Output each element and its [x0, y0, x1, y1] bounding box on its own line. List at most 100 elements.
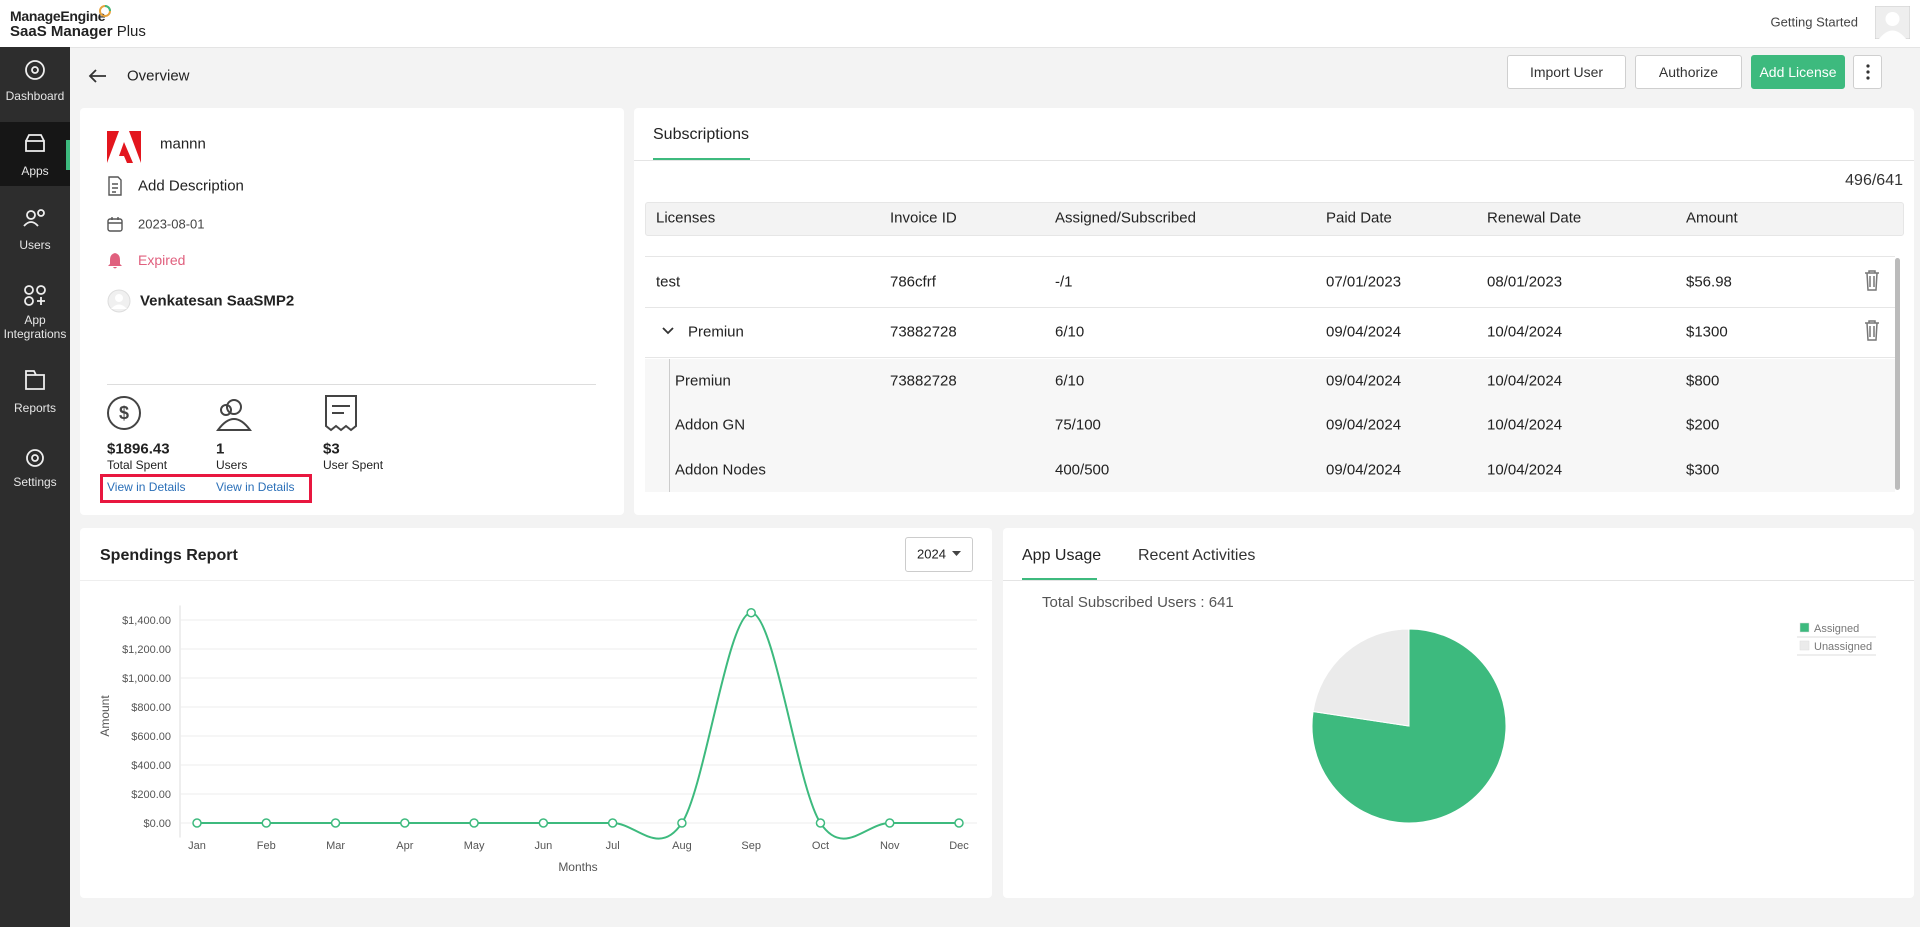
point — [400, 818, 410, 828]
add-license-button[interactable]: Add License — [1751, 55, 1845, 89]
app-owner: Venkatesan SaaSMP2 — [140, 292, 295, 310]
point — [192, 818, 202, 828]
y-tick-label: $600.00 — [131, 731, 171, 743]
legend-swatch — [1799, 622, 1810, 633]
product-suffix: Plus — [116, 23, 146, 40]
x-axis-label: Months — [558, 860, 597, 874]
table-cell: Premiun — [675, 372, 731, 390]
page-title: Overview — [127, 67, 190, 85]
point — [538, 818, 549, 828]
nav-users[interactable]: Users — [19, 238, 51, 252]
column-header: Amount — [1686, 209, 1738, 227]
point — [677, 818, 687, 828]
column-header: Paid Date — [1326, 209, 1392, 227]
table-cell: 73882728 — [890, 323, 957, 341]
nav-apps[interactable]: Apps — [21, 164, 49, 178]
back-button[interactable] — [88, 68, 108, 84]
x-tick-label: Oct — [812, 840, 829, 852]
table-cell: 75/100 — [1055, 416, 1101, 434]
stat-value: $1896.43 — [107, 440, 170, 458]
tab-divider — [634, 160, 1914, 161]
sidebar — [0, 47, 70, 927]
x-tick-label: May — [464, 840, 485, 852]
view-details-link[interactable]: View in Details — [216, 480, 295, 494]
point — [330, 818, 341, 828]
year-value: 2024 — [917, 546, 946, 562]
divider — [107, 384, 596, 385]
add-description-link[interactable]: Add Description — [138, 177, 244, 195]
svg-text:$: $ — [119, 403, 129, 423]
sidebar-active — [0, 122, 70, 186]
table-cell: test — [656, 273, 681, 291]
import-user-button[interactable]: Import User — [1507, 55, 1626, 89]
table-cell: 73882728 — [890, 372, 957, 390]
child-rows-bg — [645, 359, 1895, 492]
table-cell: 10/04/2024 — [1487, 416, 1563, 434]
view-details-link[interactable]: View in Details — [107, 480, 186, 494]
point — [607, 818, 618, 828]
table-cell: 6/10 — [1055, 372, 1085, 390]
chart-title: Spendings Report — [100, 547, 238, 564]
year-select[interactable] — [905, 537, 973, 572]
app-status: Expired — [138, 252, 186, 268]
collapse-chevron[interactable] — [662, 326, 674, 336]
card-divider — [80, 580, 992, 581]
tab-underline — [653, 158, 750, 160]
column-header: Assigned/Subscribed — [1055, 209, 1196, 227]
x-tick-label: Mar — [326, 840, 345, 852]
more-icon — [1865, 64, 1870, 80]
user-avatar[interactable] — [1875, 6, 1910, 39]
legend-label: Unassigned — [1814, 641, 1872, 653]
nav-dashboard[interactable]: Dashboard — [5, 89, 65, 103]
top-bar — [0, 0, 1920, 48]
legend-label: Assigned — [1814, 623, 1859, 635]
pie-slice — [1311, 628, 1507, 824]
nav-reports[interactable]: Reports — [13, 401, 57, 415]
line — [196, 611, 959, 840]
x-tick-label: Aug — [672, 840, 692, 852]
point — [261, 818, 272, 828]
chart-subtitle: Total Subscribed Users : 641 — [1042, 594, 1234, 611]
table-cell: $800 — [1686, 372, 1720, 390]
product: SaaS Manager Plus — [10, 23, 146, 40]
app-card — [80, 108, 624, 515]
sidebar-icons — [23, 60, 46, 467]
table-cell: $200 — [1686, 416, 1720, 434]
expired-icon — [108, 253, 122, 269]
row-divider — [645, 256, 1895, 257]
table-cell: $1300 — [1686, 323, 1728, 341]
y-tick-label: $400.00 — [131, 760, 171, 772]
subscriptions-tab[interactable]: Subscriptions — [653, 126, 750, 143]
highlight-box — [100, 474, 312, 503]
nav-app-integrations[interactable]: App Integrations — [3, 313, 67, 341]
table-cell: Addon Nodes — [675, 461, 766, 479]
stat-label: User Spent — [323, 458, 384, 472]
getting-started-link[interactable]: Getting Started — [1770, 14, 1858, 30]
table-cell: 10/04/2024 — [1487, 323, 1563, 341]
app-name: mannn — [160, 135, 206, 153]
scrollbar — [1895, 258, 1900, 490]
pie-slice — [1312, 628, 1410, 727]
x-tick-label: Jul — [606, 840, 620, 852]
nav-settings[interactable]: Settings — [13, 475, 57, 489]
usage-tab[interactable]: App Usage — [1022, 547, 1102, 564]
point — [815, 818, 826, 828]
column-header: Licenses — [656, 209, 716, 227]
y-axis-label: Amount — [98, 695, 112, 737]
brand: ManageEngine — [10, 8, 106, 24]
activities-tab[interactable]: Recent Activities — [1138, 547, 1256, 564]
spendings-card — [80, 528, 992, 898]
authorize-button[interactable]: Authorize — [1635, 55, 1742, 89]
delete-icons[interactable] — [1863, 270, 1881, 342]
description-icon — [108, 176, 122, 196]
more-button[interactable] — [1853, 55, 1882, 89]
tab-divider — [1003, 580, 1914, 581]
x-tick-label: Jan — [188, 840, 206, 852]
table-header — [645, 202, 1904, 236]
y-tick-label: $200.00 — [131, 789, 171, 801]
table-cell: Addon GN — [675, 416, 746, 434]
app-date: 2023-08-01 — [138, 216, 205, 232]
y-tick-label: $1,000.00 — [122, 673, 171, 685]
